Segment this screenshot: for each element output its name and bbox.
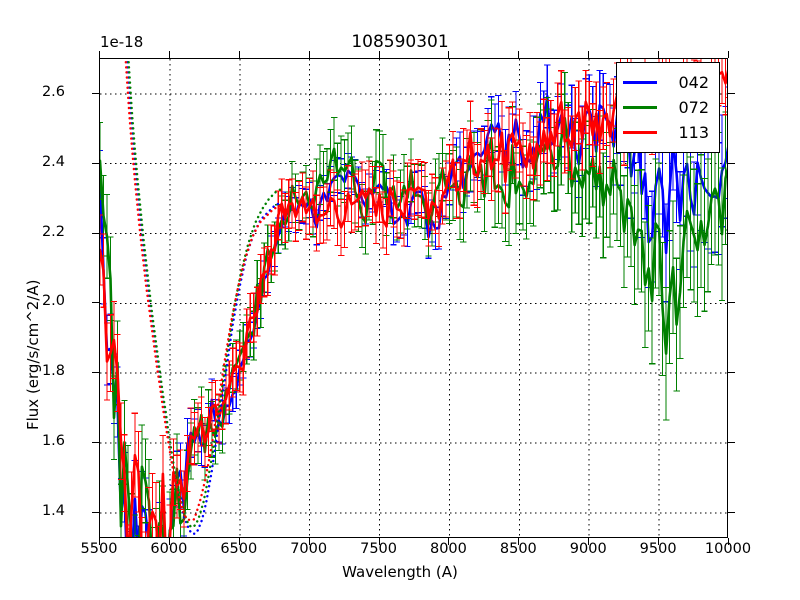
y-tick-label: 2.0 bbox=[41, 293, 65, 310]
y-tick-label: 1.4 bbox=[41, 502, 65, 519]
x-axis-label: Wavelength (A) bbox=[342, 563, 458, 581]
x-tick-label: 6500 bbox=[220, 541, 258, 557]
x-tick-label: 7000 bbox=[290, 541, 328, 557]
y-tick-mark bbox=[92, 162, 99, 164]
legend-item-label: 042 bbox=[678, 73, 709, 92]
y-tick-mark-right bbox=[728, 442, 735, 443]
x-tick-mark bbox=[518, 538, 520, 545]
y-tick-label: 2.2 bbox=[41, 223, 65, 240]
y-tick-label: 2.6 bbox=[41, 83, 65, 100]
y-tick-mark-right bbox=[728, 232, 735, 234]
x-tick-mark bbox=[238, 538, 240, 545]
x-tick-mark bbox=[658, 538, 660, 545]
legend-item-label: 113 bbox=[678, 123, 709, 142]
y-tick-mark bbox=[92, 232, 99, 234]
legend-item-label: 072 bbox=[678, 98, 709, 117]
x-tick-mark-top bbox=[588, 51, 590, 58]
x-tick-label: 7500 bbox=[360, 541, 397, 557]
y-tick-label: 1.6 bbox=[41, 433, 65, 449]
y-tick-mark-right bbox=[728, 162, 735, 164]
gridlines bbox=[100, 59, 727, 537]
x-tick-mark bbox=[308, 538, 310, 545]
y-tick-mark-right bbox=[728, 92, 735, 94]
x-tick-label: 8500 bbox=[499, 541, 537, 557]
x-tick-mark-top bbox=[99, 51, 100, 58]
y-tick-mark bbox=[92, 442, 99, 443]
x-tick-mark bbox=[588, 538, 590, 545]
x-tick-label: 9000 bbox=[569, 541, 607, 557]
y-tick-label: 2.4 bbox=[41, 153, 65, 170]
legend-box: 042 072 113 bbox=[616, 62, 720, 153]
y-tick-label: 1.8 bbox=[41, 363, 65, 380]
legend-item[interactable]: 113 bbox=[623, 120, 711, 145]
x-tick-mark bbox=[728, 538, 729, 545]
page-title: 108590301 bbox=[351, 32, 449, 52]
y-tick-mark bbox=[92, 302, 99, 304]
y-tick-mark-right bbox=[728, 302, 735, 304]
x-tick-mark-top bbox=[238, 51, 240, 58]
legend-item[interactable]: 042 bbox=[623, 70, 711, 95]
x-tick-mark-top bbox=[308, 51, 310, 58]
y-tick-mark bbox=[92, 92, 99, 94]
x-tick-mark-top bbox=[168, 51, 170, 58]
y-axis-offset-label: 1e-18 bbox=[100, 33, 144, 51]
y-tick-mark-right bbox=[728, 511, 735, 513]
x-tick-mark-top bbox=[728, 51, 729, 58]
x-tick-mark-top bbox=[518, 51, 520, 58]
x-tick-mark bbox=[378, 538, 380, 545]
legend-color-swatch bbox=[623, 106, 657, 109]
y-tick-mark-right bbox=[728, 372, 735, 374]
x-tick-label: 10000 bbox=[704, 541, 752, 557]
x-tick-mark-top bbox=[378, 51, 380, 58]
x-tick-label: 5500 bbox=[80, 541, 118, 557]
dotted-113-model bbox=[124, 59, 282, 521]
x-tick-mark bbox=[448, 538, 450, 545]
x-tick-mark-top bbox=[448, 51, 450, 58]
legend-color-swatch bbox=[623, 131, 657, 134]
y-tick-mark bbox=[92, 511, 99, 513]
y-tick-mark bbox=[92, 372, 99, 374]
x-tick-label: 8000 bbox=[429, 541, 467, 557]
x-tick-mark-top bbox=[658, 51, 660, 58]
x-tick-mark bbox=[168, 538, 170, 545]
legend-item[interactable]: 072 bbox=[623, 95, 711, 120]
legend-color-swatch bbox=[623, 81, 657, 84]
x-tick-label: 6000 bbox=[150, 541, 188, 557]
x-tick-label: 9500 bbox=[639, 541, 677, 557]
x-tick-mark bbox=[99, 538, 100, 545]
